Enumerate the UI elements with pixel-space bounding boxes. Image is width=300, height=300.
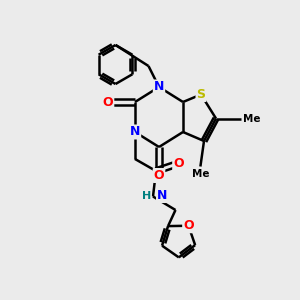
Text: H: H [142,191,151,201]
Text: O: O [183,219,194,232]
Text: N: N [154,80,164,94]
Text: N: N [130,125,140,139]
Text: O: O [173,157,184,170]
Text: Me: Me [192,169,209,179]
Text: N: N [157,189,167,203]
Text: O: O [154,169,164,182]
Text: O: O [103,95,113,109]
Text: Me: Me [243,113,260,124]
Text: S: S [196,88,206,101]
